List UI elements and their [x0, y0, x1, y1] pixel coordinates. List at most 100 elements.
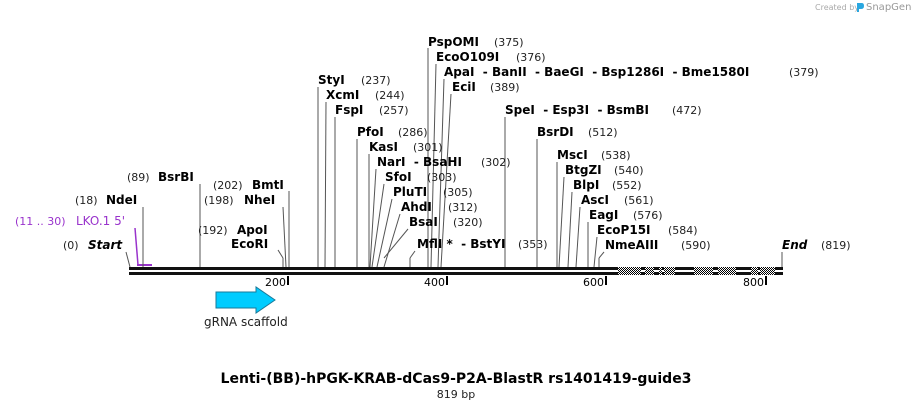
svg-text:(89): (89)	[127, 171, 150, 184]
svg-text:(576): (576)	[633, 209, 663, 222]
enzyme-site-blpi[interactable]: BlpI (552)	[567, 178, 642, 268]
svg-text:KasI: KasI	[369, 140, 398, 154]
enzyme-site-pfoi[interactable]: PfoI (286)	[356, 125, 428, 267]
enzyme-site-kasi[interactable]: KasI (301)	[368, 140, 443, 267]
svg-text:(11 .. 30): (11 .. 30)	[15, 215, 66, 228]
svg-text:(257): (257)	[379, 104, 409, 117]
svg-text:BlpI: BlpI	[573, 178, 599, 192]
svg-text:(389): (389)	[490, 81, 520, 94]
svg-text:EcoRI: EcoRI	[231, 237, 268, 251]
svg-text:400: 400	[424, 276, 445, 289]
enzyme-site-apoi[interactable]: (192) ApoI	[198, 223, 268, 237]
svg-text:MflI * - BstYI: MflI * - BstYI	[417, 237, 505, 251]
svg-text:(301): (301)	[413, 141, 443, 154]
enzyme-site-fspi[interactable]: FspI (257)	[334, 103, 409, 267]
svg-text:EagI: EagI	[589, 208, 618, 222]
svg-text:(540): (540)	[614, 164, 644, 177]
svg-text:(0): (0)	[63, 239, 79, 252]
enzyme-site-ecii[interactable]: EciI (389)	[440, 80, 520, 268]
svg-text:(237): (237)	[361, 74, 391, 87]
svg-text:(561): (561)	[624, 194, 654, 207]
enzyme-site-bmti[interactable]: (202) BmtI	[213, 178, 290, 267]
svg-text:EcoP15I: EcoP15I	[597, 223, 651, 237]
end-marker: End (819)	[781, 238, 851, 267]
svg-text:SnapGene: SnapGene	[866, 2, 912, 13]
svg-text:(538): (538)	[601, 149, 631, 162]
svg-text:BtgZI: BtgZI	[565, 163, 602, 177]
snapgene-logo-icon	[857, 3, 864, 12]
svg-text:BsaI: BsaI	[409, 215, 438, 229]
svg-text:(18): (18)	[75, 194, 98, 207]
svg-text:StyI: StyI	[318, 73, 345, 87]
enzyme-site-nhei[interactable]: (198) NheI	[204, 193, 287, 268]
svg-text:(819): (819)	[821, 239, 851, 252]
enzyme-site-btgzi[interactable]: BtgZI (540)	[558, 163, 644, 268]
enzyme-site-nari-group[interactable]: NarI - BsaHI (302)	[369, 155, 511, 268]
enzyme-site-ndei[interactable]: (18) NdeI	[75, 193, 144, 267]
enzyme-site-ecoo109i[interactable]: EcoO109I (376)	[430, 50, 546, 268]
snapgene-credit: Created by SnapGene	[815, 2, 912, 13]
enzyme-site-asci[interactable]: AscI (561)	[575, 193, 654, 268]
svg-text:BsrDI: BsrDI	[537, 125, 574, 139]
svg-text:(590): (590)	[681, 239, 711, 252]
enzyme-site-apai-group[interactable]: ApaI - BanII - BaeGI - Bsp1286I - Bme158…	[437, 65, 819, 268]
svg-text:PfoI: PfoI	[357, 125, 384, 139]
svg-text:EciI: EciI	[452, 80, 476, 94]
enzyme-site-ahdi[interactable]: AhdI (312)	[383, 200, 478, 268]
svg-text:(302): (302)	[481, 156, 511, 169]
enzyme-site-xcmi[interactable]: XcmI (244)	[324, 88, 405, 268]
svg-text:200: 200	[265, 276, 286, 289]
svg-text:SpeI - Esp3I - BsmBI: SpeI - Esp3I - BsmBI	[505, 103, 649, 117]
svg-text:(312): (312)	[448, 201, 478, 214]
svg-text:End: End	[782, 238, 808, 252]
enzyme-site-bsrdi[interactable]: BsrDI (512)	[536, 125, 618, 267]
sequence-backbone	[129, 267, 783, 275]
svg-text:NmeAIII: NmeAIII	[605, 238, 658, 252]
svg-text:ApaI - BanII - BaeGI - Bsp1: ApaI - BanII - BaeGI - Bsp1286I - Bme158…	[444, 65, 749, 79]
svg-text:(198): (198)	[204, 194, 234, 207]
sequence-length: 819 bp	[437, 388, 475, 401]
svg-text:PspOMI: PspOMI	[428, 35, 479, 49]
svg-text:PluTI: PluTI	[393, 185, 427, 199]
svg-text:(320): (320)	[453, 216, 483, 229]
enzyme-site-sfoi[interactable]: SfoI (303)	[371, 170, 457, 268]
enzyme-site-mfli-group[interactable]: MflI * - BstYI (353)	[409, 237, 548, 267]
ruler: 200 400 600 800	[265, 276, 767, 289]
primer-lko1-5[interactable]: (11 .. 30) LKO.1 5'	[15, 214, 152, 266]
svg-text:600: 600	[583, 276, 604, 289]
enzyme-site-eagi[interactable]: EagI (576)	[587, 208, 663, 267]
svg-text:gRNA scaffold: gRNA scaffold	[204, 315, 288, 329]
enzyme-site-msci[interactable]: MscI (538)	[556, 148, 631, 267]
svg-text:EcoO109I: EcoO109I	[436, 50, 499, 64]
svg-text:(472): (472)	[672, 104, 702, 117]
enzyme-site-bsrbi[interactable]: (89) BsrBI	[127, 170, 201, 267]
svg-text:(375): (375)	[494, 36, 524, 49]
enzyme-site-spei-group[interactable]: SpeI - Esp3I - BsmBI (472)	[504, 103, 702, 267]
svg-text:NheI: NheI	[244, 193, 275, 207]
svg-text:(286): (286)	[398, 126, 428, 139]
enzyme-site-pspomi[interactable]: PspOMI (375)	[427, 35, 524, 267]
enzyme-site-styi[interactable]: StyI (237)	[317, 73, 391, 267]
map-title: Lenti-(BB)-hPGK-KRAB-dCas9-P2A-BlastR rs…	[221, 371, 692, 387]
svg-text:Start: Start	[88, 238, 123, 252]
svg-text:(552): (552)	[612, 179, 642, 192]
svg-text:ApoI: ApoI	[237, 223, 268, 237]
svg-text:SfoI: SfoI	[385, 170, 412, 184]
svg-text:(303): (303)	[427, 171, 457, 184]
svg-text:(202): (202)	[213, 179, 243, 192]
svg-text:FspI: FspI	[335, 103, 363, 117]
enzyme-site-nmeaiii[interactable]: NmeAIII (590)	[598, 238, 711, 267]
enzyme-site-ecori[interactable]: EcoRI	[231, 237, 284, 267]
svg-text:(192): (192)	[198, 224, 228, 237]
svg-text:(305): (305)	[443, 186, 473, 199]
enzyme-site-pluti[interactable]: PluTI (305)	[376, 185, 473, 268]
svg-text:AscI: AscI	[581, 193, 609, 207]
svg-text:(512): (512)	[588, 126, 618, 139]
svg-text:AhdI: AhdI	[401, 200, 432, 214]
svg-text:BsrBI: BsrBI	[158, 170, 194, 184]
enzyme-site-bsai[interactable]: BsaI (320)	[383, 215, 483, 259]
svg-text:(353): (353)	[518, 238, 548, 251]
enzyme-site-ecop15i[interactable]: EcoP15I (584)	[593, 223, 698, 268]
feature-grna-scaffold[interactable]: gRNA scaffold	[204, 286, 288, 329]
